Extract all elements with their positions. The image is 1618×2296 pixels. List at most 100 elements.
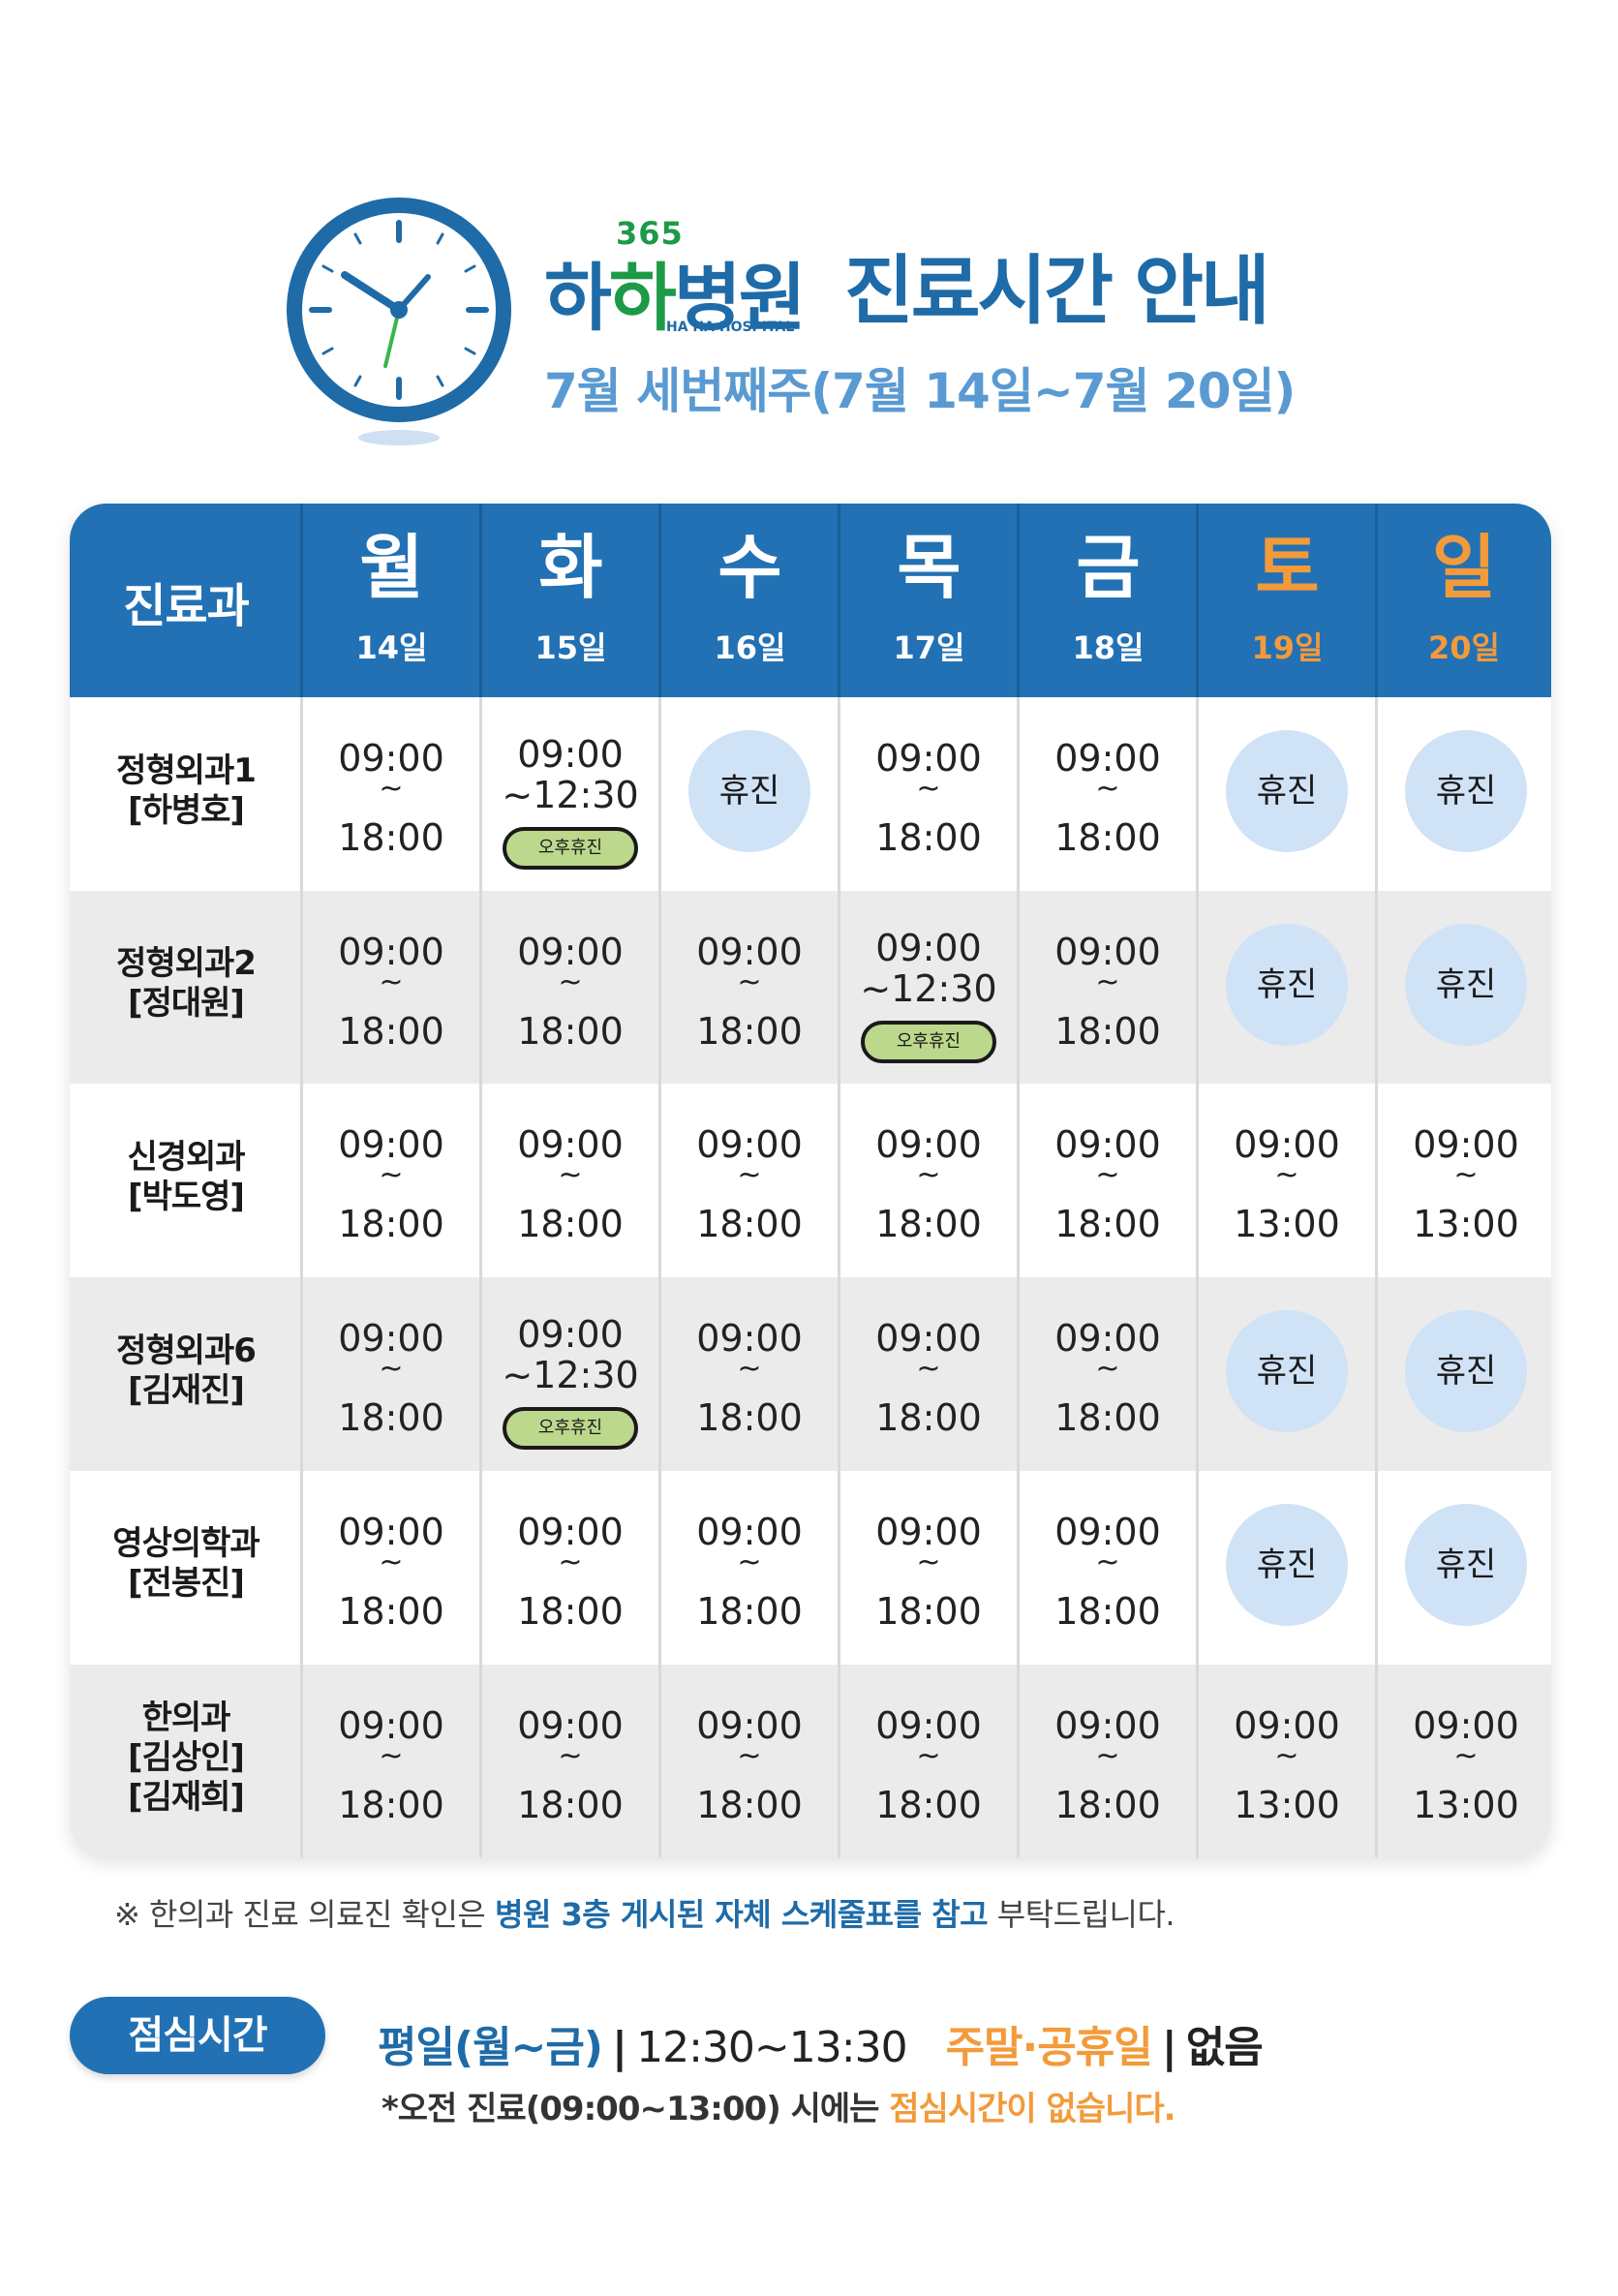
end-time: 18:00 bbox=[875, 1203, 982, 1246]
lunch-hours: 평일(월~금) | 12:30~13:30 주말·공휴일 | 없음 bbox=[378, 2012, 1264, 2074]
time-separator: ~ bbox=[916, 1738, 941, 1773]
weekday-lunch-time: 12:30~13:30 bbox=[636, 2023, 907, 2072]
column-divider bbox=[1375, 504, 1378, 1857]
dept-header: 진료과 bbox=[123, 579, 249, 633]
end-time: 18:00 bbox=[696, 1203, 803, 1246]
schedule-cell: 09:00 ~18:00 bbox=[840, 1471, 1018, 1658]
schedule-cell: 09:00 ~18:00 bbox=[481, 1665, 659, 1852]
schedule-cell: 09:00 ~18:00 bbox=[302, 1277, 480, 1464]
start-time: 09:00 bbox=[517, 1703, 624, 1747]
time-separator: ~ bbox=[379, 964, 404, 999]
start-time: 09:00 bbox=[338, 1123, 444, 1167]
day-header: 월 14일 bbox=[302, 504, 481, 697]
table-row: 영상의학과 [전봉진] 09:00 ~18:00 09:00 ~18:00 09:00 ~18… bbox=[70, 1470, 1551, 1665]
schedule-cell: 09:00 ~12:30 오후휴진 bbox=[481, 697, 659, 884]
start-time: 09:00 bbox=[1054, 737, 1161, 780]
dept-cell: 정형외과1 [하병호] bbox=[70, 697, 302, 884]
end-time: ~12:30 bbox=[502, 774, 639, 816]
end-time: 18:00 bbox=[517, 1589, 624, 1633]
start-time: 09:00 bbox=[338, 737, 444, 780]
end-time: 18:00 bbox=[338, 1396, 444, 1440]
start-time: 09:00 bbox=[875, 1317, 982, 1361]
start-time: 09:00 bbox=[1234, 1123, 1340, 1167]
day-date: 20일 bbox=[1428, 629, 1500, 666]
start-time: 09:00 bbox=[875, 1703, 982, 1747]
column-divider bbox=[479, 504, 482, 1857]
header-divider bbox=[479, 504, 482, 697]
doctor-name: [정대원] bbox=[128, 984, 245, 1024]
end-time: 13:00 bbox=[1413, 1203, 1519, 1246]
notice-text: ※ 한의과 진료 의료진 확인은 병원 3층 게시된 자체 스케줄표를 참고 부… bbox=[114, 1896, 1175, 1933]
schedule-cell: 휴진 bbox=[660, 697, 839, 884]
schedule-cell: 휴진 bbox=[1377, 891, 1551, 1078]
hospital-logo: 365 하하병원 HA HA HOSPITAL bbox=[544, 215, 835, 341]
start-time: 09:00 bbox=[1234, 1703, 1340, 1747]
time-separator: ~ bbox=[737, 964, 762, 999]
schedule-cell: 09:00 ~18:00 bbox=[840, 1277, 1018, 1464]
day-date: 18일 bbox=[1072, 629, 1145, 666]
header-divider bbox=[1017, 504, 1020, 697]
schedule-cell: 09:00 ~18:00 bbox=[1019, 1277, 1197, 1464]
start-time: 09:00 bbox=[696, 930, 803, 973]
weekday-label: 평일(월~금) bbox=[378, 2023, 603, 2072]
end-time: 18:00 bbox=[338, 816, 444, 859]
schedule-cell: 휴진 bbox=[1377, 697, 1551, 884]
time-separator: ~ bbox=[1095, 1158, 1120, 1193]
time-separator: ~ bbox=[379, 1352, 404, 1387]
start-time: 09:00 bbox=[517, 733, 624, 776]
start-time: 09:00 bbox=[338, 1510, 444, 1553]
end-time: 18:00 bbox=[338, 1009, 444, 1053]
end-time: 18:00 bbox=[875, 816, 982, 859]
start-time: 09:00 bbox=[875, 737, 982, 780]
end-time: 18:00 bbox=[875, 1396, 982, 1440]
schedule-table: 진료과 월 14일 화 15일 수 16일 목 17일 금 18일 토 19일 일 20일 정형외과1 [하… bbox=[70, 504, 1551, 1857]
schedule-cell: 09:00 ~18:00 bbox=[302, 697, 480, 884]
schedule-cell: 09:00 ~12:30 오후휴진 bbox=[840, 891, 1018, 1078]
header-divider bbox=[1375, 504, 1378, 697]
doctor-name: [박도영] bbox=[128, 1177, 245, 1216]
closed-badge: 휴진 bbox=[688, 730, 810, 852]
afternoon-closed-badge: 오후휴진 bbox=[503, 827, 638, 870]
end-time: 18:00 bbox=[517, 1203, 624, 1246]
table-row: 정형외과1 [하병호] 09:00 ~18:00 09:00 ~12:30 오후휴진 휴진 09… bbox=[70, 697, 1551, 891]
time-separator: ~ bbox=[558, 1158, 583, 1193]
start-time: 09:00 bbox=[517, 930, 624, 973]
time-separator: ~ bbox=[1095, 964, 1120, 999]
schedule-cell: 09:00 ~18:00 bbox=[1019, 1471, 1197, 1658]
closed-badge: 휴진 bbox=[1405, 1503, 1527, 1626]
header-divider bbox=[838, 504, 840, 697]
day-date: 17일 bbox=[893, 629, 965, 666]
column-divider bbox=[1017, 504, 1020, 1857]
start-time: 09:00 bbox=[517, 1123, 624, 1167]
schedule-cell: 09:00 ~18:00 bbox=[660, 1471, 839, 1658]
closed-badge: 휴진 bbox=[1405, 923, 1527, 1046]
schedule-cell: 09:00 ~13:00 bbox=[1377, 1665, 1551, 1852]
end-time: 18:00 bbox=[338, 1203, 444, 1246]
time-separator: ~ bbox=[558, 1545, 583, 1579]
start-time: 09:00 bbox=[875, 1123, 982, 1167]
time-separator: ~ bbox=[916, 1158, 941, 1193]
schedule-cell: 휴진 bbox=[1377, 1277, 1551, 1464]
time-separator: ~ bbox=[1453, 1158, 1479, 1193]
table-row: 신경외과 [박도영] 09:00 ~18:00 09:00 ~18:00 09:00 ~18:… bbox=[70, 1084, 1551, 1278]
start-time: 09:00 bbox=[875, 926, 982, 969]
start-time: 09:00 bbox=[338, 1703, 444, 1747]
schedule-cell: 09:00 ~18:00 bbox=[660, 891, 839, 1078]
schedule-cell: 휴진 bbox=[1198, 1277, 1376, 1464]
start-time: 09:00 bbox=[875, 1510, 982, 1553]
schedule-cell: 09:00 ~18:00 bbox=[481, 1471, 659, 1658]
schedule-cell: 09:00 ~13:00 bbox=[1198, 1665, 1376, 1852]
time-separator: ~ bbox=[916, 772, 941, 806]
schedule-cell: 휴진 bbox=[1198, 1471, 1376, 1658]
lunch-note-highlight: 점심시간이 없습니다. bbox=[889, 2090, 1175, 2128]
schedule-cell: 09:00 ~18:00 bbox=[1019, 891, 1197, 1078]
end-time: 13:00 bbox=[1234, 1783, 1340, 1826]
schedule-cell: 09:00 ~18:00 bbox=[1019, 1084, 1197, 1270]
dept-name: 정형외과6 bbox=[116, 1331, 257, 1370]
time-separator: ~ bbox=[737, 1738, 762, 1773]
time-separator: ~ bbox=[1274, 1738, 1299, 1773]
start-time: 09:00 bbox=[1054, 1703, 1161, 1747]
weekday: 수 bbox=[717, 527, 782, 608]
time-separator: ~ bbox=[379, 772, 404, 806]
dept-cell: 신경외과 [박도영] bbox=[70, 1084, 302, 1270]
